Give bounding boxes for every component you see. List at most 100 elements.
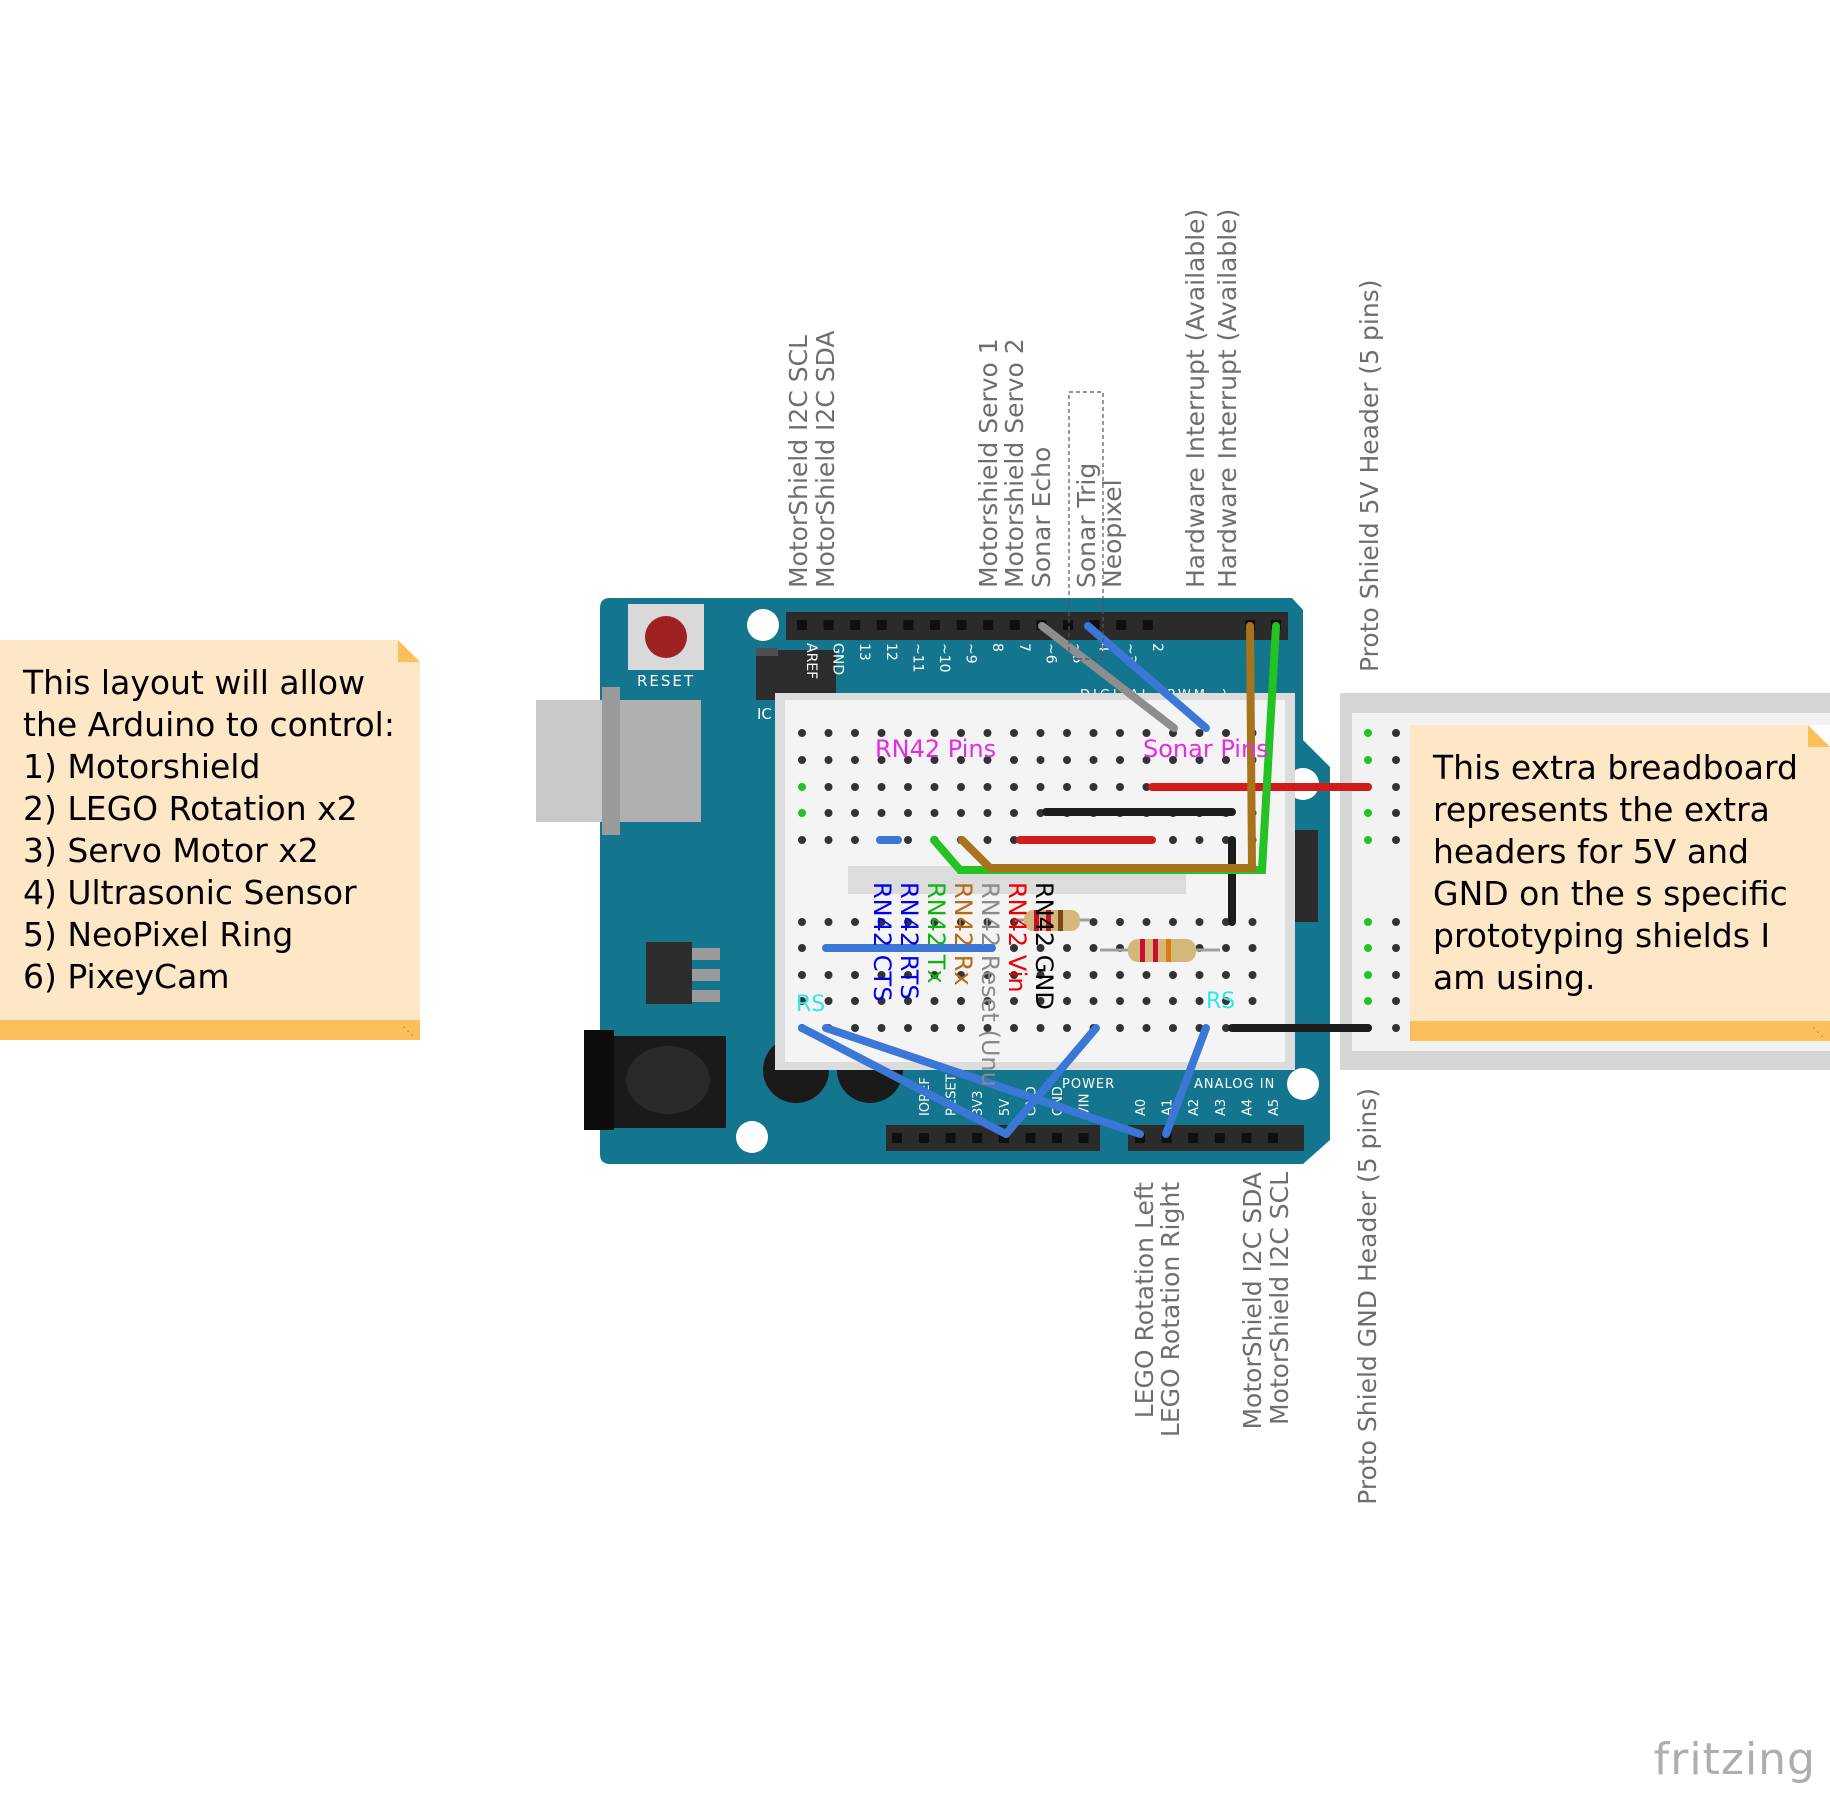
breadboard-hole <box>1010 836 1018 844</box>
breadboard-hole <box>851 918 859 926</box>
header-pin <box>956 620 967 630</box>
breadboard-hole <box>1169 918 1177 926</box>
header-pin <box>1241 1133 1252 1143</box>
wires <box>798 622 1372 1138</box>
note-right: This extra breadboard represents the extr… <box>1410 725 1830 1041</box>
digital-pin-label: ~6 <box>1042 643 1058 664</box>
rn42-label: RN42 GND <box>1030 882 1058 1010</box>
breadboard-hole <box>1116 997 1124 1005</box>
breadboard-hole <box>1116 1024 1124 1032</box>
breadboard-hole <box>798 836 806 844</box>
breadboard-hole <box>1063 756 1071 764</box>
breadboard-hole <box>1063 729 1071 737</box>
breadboard-hole <box>1142 729 1151 737</box>
breadboard-hole <box>1392 756 1400 764</box>
breadboard-hole <box>1036 756 1045 764</box>
breadboard-hole <box>1222 1024 1230 1032</box>
breadboard-hole <box>877 809 886 817</box>
header-pin <box>983 620 994 630</box>
header-pin <box>972 1133 983 1143</box>
header-pin <box>1089 620 1100 630</box>
analog-pin-label: A0 <box>1134 1099 1149 1116</box>
breadboard-hole <box>798 918 806 926</box>
breadboard-hole <box>824 836 833 844</box>
rn42-pins-label: RN42 Pins <box>875 735 996 763</box>
breadboard-hole <box>957 756 965 764</box>
note-line: 5) NeoPixel Ring <box>23 915 294 954</box>
breadboard-hole <box>1169 756 1177 764</box>
icsp-header <box>756 648 836 700</box>
breadboard-hole <box>1169 836 1177 844</box>
resistor <box>1100 939 1220 962</box>
breadboard-hole <box>904 756 912 764</box>
note-line: 2) LEGO Rotation x2 <box>23 789 358 828</box>
breadboard-hole <box>957 971 965 979</box>
breadboard-hole <box>1222 971 1230 979</box>
sonar-pins-label: Sonar Pins <box>1143 735 1269 763</box>
note-line: 1) Motorshield <box>23 747 261 786</box>
breadboard-hole <box>1222 944 1230 952</box>
breadboard-hole <box>877 997 886 1005</box>
note-fold <box>1808 725 1830 747</box>
breadboard-hole <box>930 783 939 791</box>
breadboard-hole <box>1010 1024 1018 1032</box>
breadboard-hole <box>824 971 833 979</box>
breadboard-hole <box>983 1024 992 1032</box>
breadboard-hole <box>1089 729 1098 737</box>
note-fold <box>398 640 420 662</box>
breadboard-hole <box>824 918 833 926</box>
breadboard-hole <box>798 997 806 1005</box>
breadboard-hole <box>877 783 886 791</box>
bottom-label-lego-left: LEGO Rotation Left <box>1130 1182 1159 1418</box>
top-label-sonar-echo: Sonar Echo <box>1027 447 1056 588</box>
breadboard-hole <box>1222 997 1230 1005</box>
note-left: This layout will allow the Arduino to con… <box>0 640 420 1040</box>
resize-grip-icon[interactable]: ⋱ <box>402 1024 414 1038</box>
breadboard-hole <box>1089 756 1098 764</box>
breadboard-hole <box>1010 756 1018 764</box>
breadboard-hole <box>877 729 886 737</box>
header-pin <box>930 620 940 630</box>
note-line: GND on the s specific <box>1433 874 1788 913</box>
rs-right-label: RS <box>1206 989 1235 1014</box>
breadboard-hole <box>1195 971 1204 979</box>
breadboard-hole <box>983 756 992 764</box>
breadboard-hole <box>1364 918 1372 926</box>
resize-grip-icon[interactable]: ⋱ <box>1812 1025 1824 1039</box>
digital-pin-label: 12 <box>883 643 899 661</box>
wire-grey <box>1038 622 1178 732</box>
rn42-labels: RN42 CTS RN42 RTS RN42 Tx RN42 Rx RN42 Reset… <box>868 882 1058 1087</box>
breadboard-hole <box>1392 1024 1400 1032</box>
header-pin <box>850 620 861 630</box>
reset-button-cap[interactable] <box>645 616 687 658</box>
power-header-pins <box>892 1133 1089 1143</box>
breadboard-hole <box>957 918 965 926</box>
reset-label: RESET <box>637 672 695 690</box>
breadboard-hole <box>1364 729 1372 737</box>
power-header-label: POWER <box>1062 1077 1115 1092</box>
note-line: This extra breadboard <box>1433 748 1798 787</box>
regulator-pin <box>692 990 720 1002</box>
wire-blue <box>1162 1024 1210 1138</box>
header-pin <box>945 1133 956 1143</box>
breadboard-hole <box>1364 756 1372 764</box>
regulator-pin <box>692 969 720 981</box>
header-pin <box>892 1133 902 1143</box>
breadboard-hole <box>824 997 833 1005</box>
note-line: prototyping shields I <box>1433 916 1771 955</box>
mounting-hole <box>747 609 779 641</box>
header-pin <box>1009 620 1020 630</box>
breadboard-hole <box>1222 729 1230 737</box>
breadboard-hole <box>904 783 912 791</box>
breadboard-hole <box>1063 971 1071 979</box>
breadboard-hole <box>1036 1024 1045 1032</box>
breadboard-hole <box>904 971 912 979</box>
digital-pin-label: ~11 <box>909 643 925 673</box>
breadboard-hole <box>798 729 806 737</box>
top-label-neopixel: Neopixel <box>1098 479 1127 588</box>
breadboard-hole <box>1089 783 1098 791</box>
analog-pin-label: A4 <box>1240 1099 1255 1116</box>
top-label-servo2: Motorshield Servo 2 <box>1000 338 1029 588</box>
breadboard-hole <box>798 809 806 817</box>
note-right-text: This extra breadboard represents the extr… <box>1433 747 1798 999</box>
